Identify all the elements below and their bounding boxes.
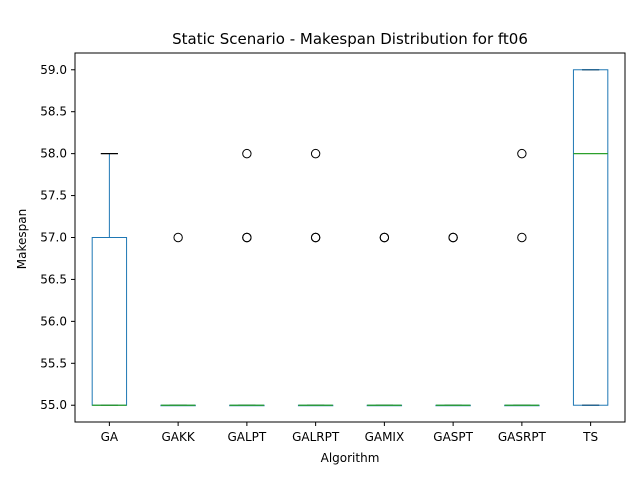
x-axis-label: Algorithm [321,451,380,465]
y-tick-label: 58.0 [40,147,67,161]
outlier-point [242,232,252,243]
y-tick-label: 58.5 [40,105,67,119]
y-tick-label: 56.0 [40,314,67,328]
x-tick-label-ga: GA [101,430,119,444]
y-tick-label: 57.5 [40,189,67,203]
plot-area: 55.0 55.5 56.0 56.5 57.0 57.5 58.0 58.5 59.0 GA GA… [40,52,626,444]
x-tick-label-gakk: GAKK [162,430,196,444]
outlier-point [310,148,321,159]
outlier-point [517,148,527,159]
y-tick-label: 55.0 [40,398,67,412]
outlier-point [517,232,527,243]
y-tick-label: 57.0 [40,231,67,245]
outlier-point [242,148,252,159]
x-tick-label-galpt: GALPT [227,430,266,444]
y-axis-label: Makespan [15,209,29,269]
x-tick-label-galrpt: GALRPT [292,430,340,444]
chart-title: Static Scenario - Makespan Distribution … [172,30,528,48]
x-tick-label-ts: TS [582,430,598,444]
y-tick-label: 56.5 [40,272,67,286]
x-tick-label-gamix: GAMIX [365,430,405,444]
outlier-point [310,232,321,243]
outlier-point [173,232,183,243]
outlier-point [379,232,390,243]
outlier-point [448,232,458,243]
y-tick-label: 55.5 [40,356,67,370]
y-tick-label: 59.0 [40,63,67,77]
box-ts [572,69,609,406]
x-tick-label-gaspt: GASPT [433,430,473,444]
x-tick-label-gasrpt: GASRPT [498,430,547,444]
